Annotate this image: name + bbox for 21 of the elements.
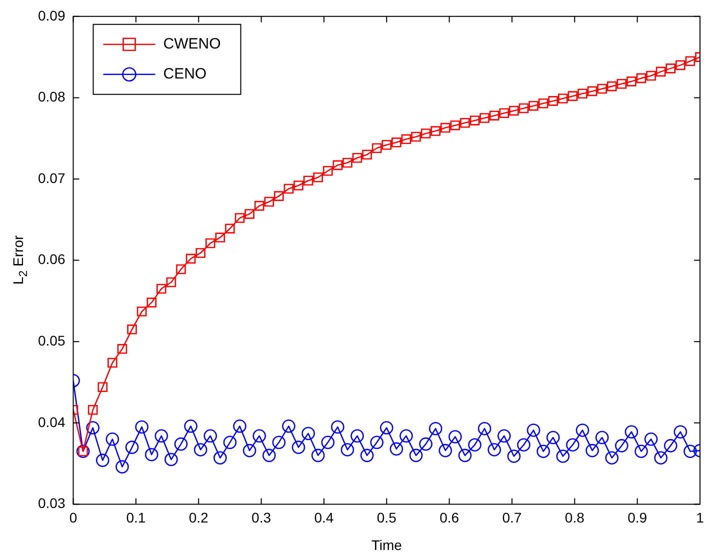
y-tick-label: 0.04 — [38, 414, 66, 430]
y-tick-label: 0.03 — [38, 495, 66, 512]
x-tick-label: 0.2 — [188, 509, 209, 526]
x-tick-label: 0.3 — [252, 509, 272, 526]
x-tick-label: 0.5 — [376, 509, 397, 526]
y-tick-label: 0.08 — [38, 88, 66, 105]
x-axis-title: Time — [371, 537, 402, 553]
legend-label: CWENO — [163, 36, 221, 53]
y-tick-label: 0.05 — [38, 332, 66, 348]
x-tick-label: 0.1 — [126, 509, 146, 526]
y-tick-label: 0.09 — [38, 7, 66, 24]
x-tick-label: 1 — [696, 509, 704, 526]
x-tick-label: 0.9 — [628, 509, 648, 526]
y-tick-label: 0.07 — [38, 170, 66, 186]
x-tick-label: 0.6 — [440, 509, 460, 526]
y-tick-label: 0.06 — [38, 251, 66, 268]
x-tick-label: 0.4 — [314, 509, 334, 526]
x-tick-label: 0 — [69, 509, 78, 526]
x-tick-label: 0.8 — [564, 509, 585, 526]
legend-label: CENO — [163, 66, 207, 83]
x-tick-label: 0.7 — [502, 509, 522, 526]
